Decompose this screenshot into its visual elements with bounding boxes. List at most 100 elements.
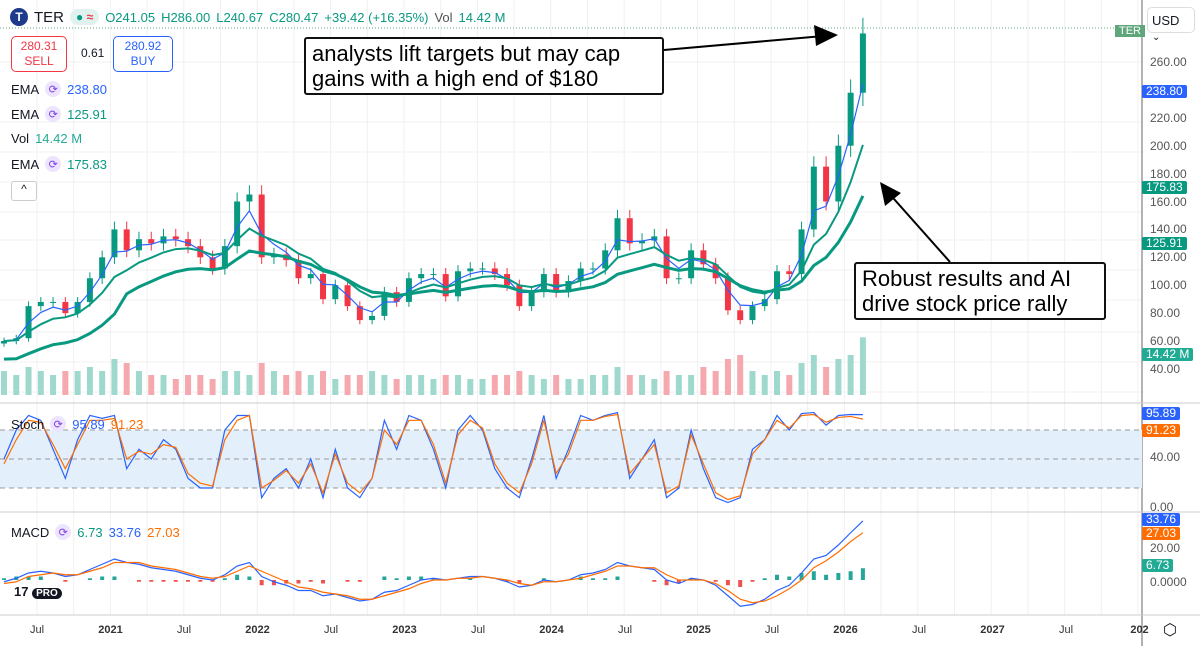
volume-bar <box>565 379 572 395</box>
candle <box>234 201 241 247</box>
candle <box>749 306 756 321</box>
candle <box>577 268 584 282</box>
settings-gear-icon[interactable]: ⬡ <box>1163 622 1177 639</box>
volume-bar <box>675 375 682 395</box>
candle <box>675 278 682 280</box>
candle <box>823 166 830 202</box>
volume-bar <box>332 379 339 395</box>
indicator-ema-1[interactable]: EMA ⟳ 238.80 <box>11 81 107 97</box>
macd-histogram-bar <box>590 578 595 580</box>
refresh-icon: ⟳ <box>45 81 62 97</box>
volume-bar <box>847 355 854 395</box>
volume-bar <box>381 375 388 395</box>
candle <box>123 229 130 251</box>
volume-bar <box>688 375 695 395</box>
macd-tick: 20.00 <box>1150 541 1181 555</box>
volume-bar <box>62 371 69 395</box>
macd-histogram-bar <box>345 580 350 582</box>
volume-bar <box>859 337 866 395</box>
indicator-ema-3[interactable]: EMA ⟳ 175.83 <box>11 156 107 172</box>
macd-histogram-bar <box>713 580 718 582</box>
macd-histogram-bar <box>787 576 792 580</box>
macd-tick: 0.0000 <box>1150 575 1187 589</box>
volume-bar <box>774 371 781 395</box>
price-tick: 160.00 <box>1150 194 1187 209</box>
stoch-d-line <box>3 413 864 501</box>
macd-legend[interactable]: MACD ⟳ 6.73 33.76 27.03 <box>11 524 180 540</box>
buy-button[interactable]: 280.92 BUY <box>113 36 173 72</box>
macd-tag: 27.03 <box>1142 527 1181 540</box>
volume-bar <box>798 363 805 395</box>
sell-button[interactable]: 280.31 SELL <box>11 36 67 72</box>
candle <box>700 250 707 265</box>
macd-histogram-bar <box>38 576 43 580</box>
ema-fast-line <box>3 83 864 342</box>
volume-bar <box>454 375 461 395</box>
macd-histogram-bar <box>419 576 424 580</box>
x-axis-label: 202 <box>1130 624 1149 636</box>
ohlc-close: C280.47 <box>269 9 319 25</box>
volume-bar <box>209 379 216 395</box>
price-tick: 260.00 <box>1150 55 1187 69</box>
collapse-chevron-up-icon[interactable]: ^ <box>11 181 37 201</box>
refresh-icon: ⟳ <box>55 524 72 540</box>
tradingview-pro-logo: 17 PRO <box>14 584 62 599</box>
refresh-icon: ⟳ <box>45 106 62 122</box>
volume-bar <box>835 359 842 395</box>
candle <box>835 145 842 202</box>
indicator-ema-2[interactable]: EMA ⟳ 125.91 <box>11 106 107 122</box>
macd-histogram-bar <box>100 576 105 580</box>
x-axis-label: Jul <box>1058 624 1074 636</box>
volume-bar <box>221 371 228 395</box>
volume-bar <box>393 379 400 395</box>
candle <box>197 246 204 258</box>
macd-histogram-bar <box>505 580 510 582</box>
macd-histogram-bar <box>357 580 362 582</box>
macd-histogram-bar <box>26 576 31 580</box>
stoch-legend[interactable]: Stoch ⟳ 95.89 91.23 <box>11 416 144 432</box>
x-axis-label: 2024 <box>539 624 564 636</box>
x-axis-label: Jul <box>617 624 633 636</box>
x-axis-label: Jul <box>470 624 486 636</box>
candle <box>86 278 93 302</box>
volume-bar <box>577 379 584 395</box>
volume-bar <box>197 375 204 395</box>
candle <box>528 292 535 307</box>
price-tick: 200.00 <box>1150 138 1187 153</box>
macd-histogram-bar <box>394 578 399 580</box>
volume-bar <box>135 371 142 395</box>
volume-bar <box>13 375 20 395</box>
candle <box>774 271 781 300</box>
price-tick: 180.00 <box>1150 166 1187 181</box>
indicator-vol[interactable]: Vol 14.42 M <box>11 131 83 146</box>
candle <box>369 315 376 321</box>
macd-histogram-bar <box>750 580 755 582</box>
symbol-header: T TER ● ≈ O241.05 H286.00 L240.67 C280.4… <box>10 8 506 26</box>
symbol-name[interactable]: TER <box>34 8 64 26</box>
volume-bar <box>74 371 81 395</box>
macd-histogram-bar <box>222 578 227 580</box>
annotation-arrow <box>663 34 836 51</box>
stoch-tag: 91.23 <box>1142 424 1181 437</box>
macd-histogram-bar <box>824 574 829 580</box>
volume-bar <box>479 379 486 395</box>
symbol-tag: TER <box>1115 25 1145 37</box>
candle <box>1 341 7 344</box>
volume-bar <box>99 371 106 395</box>
market-status-pill[interactable]: ● ≈ <box>70 9 100 25</box>
macd-line <box>3 520 864 607</box>
macd-histogram-bar <box>664 580 669 586</box>
candle <box>847 92 854 146</box>
x-axis-label: Jul <box>323 624 339 636</box>
volume-bar <box>369 371 376 395</box>
currency-select[interactable]: USD ⌄ <box>1147 7 1195 43</box>
volume-bar <box>651 379 658 395</box>
price-tick: 60.00 <box>1150 334 1181 348</box>
x-axis-label: Jul <box>911 624 927 636</box>
volume-bar <box>737 355 744 395</box>
volume-bar <box>491 375 498 395</box>
volume-bar <box>540 379 547 395</box>
volume-bar <box>700 367 707 395</box>
volume-bar <box>307 375 314 395</box>
